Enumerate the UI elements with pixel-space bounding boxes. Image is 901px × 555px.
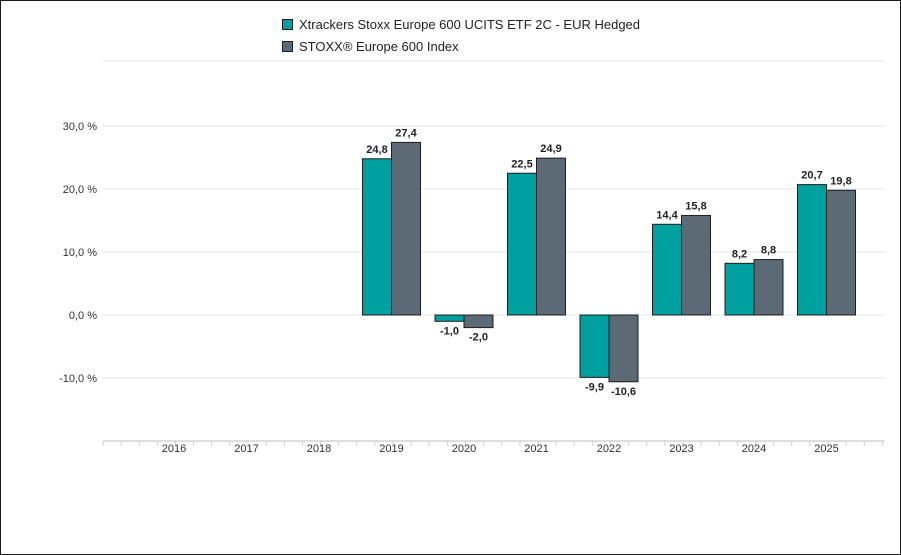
legend-swatch-index (282, 40, 293, 52)
x-tick-label: 2022 (597, 443, 621, 455)
bar (579, 314, 610, 378)
data-label: 8,8 (761, 245, 776, 257)
x-tick-label: 2019 (379, 443, 403, 455)
legend-label-index: STOXX® Europe 600 Index (299, 38, 459, 54)
bar (507, 172, 537, 316)
bar (434, 314, 465, 322)
bar (724, 262, 755, 316)
data-label: -1,0 (440, 325, 459, 337)
data-label: 19,8 (830, 175, 851, 187)
legend-item-index[interactable]: STOXX® Europe 600 Index (282, 36, 640, 56)
bar (797, 184, 827, 316)
bar (753, 259, 784, 316)
bar (826, 189, 856, 316)
data-label: -9,9 (585, 381, 604, 393)
data-label: 8,2 (732, 248, 747, 260)
data-label: 27,4 (395, 127, 417, 139)
data-label: 22,5 (511, 158, 532, 170)
bar (652, 223, 682, 316)
x-tick-label: 2024 (742, 443, 766, 455)
legend-swatch-etf (282, 18, 293, 30)
x-tick-label: 2021 (524, 443, 548, 455)
legend: Xtrackers Stoxx Europe 600 UCITS ETF 2C … (282, 14, 640, 58)
x-tick-label: 2016 (162, 443, 186, 455)
x-tick-label: 2020 (452, 443, 476, 455)
y-tick-label: 20,0 % (63, 184, 97, 196)
data-label: 15,8 (685, 200, 706, 212)
legend-item-etf[interactable]: Xtrackers Stoxx Europe 600 UCITS ETF 2C … (282, 14, 640, 34)
data-label: -2,0 (469, 332, 488, 344)
data-label: -10,6 (611, 386, 636, 398)
bar (681, 214, 711, 316)
bar (362, 158, 392, 316)
bar (536, 157, 566, 316)
data-label: 24,8 (366, 144, 387, 156)
bar (463, 314, 494, 329)
y-tick-label: 10,0 % (63, 247, 97, 259)
bar (391, 141, 421, 316)
bar (608, 314, 639, 383)
x-tick-label: 2018 (307, 443, 331, 455)
y-tick-label: 0,0 % (69, 310, 97, 322)
data-label: 24,9 (540, 143, 561, 155)
y-tick-label: 30,0 % (63, 121, 97, 133)
data-label: 14,4 (656, 209, 678, 221)
legend-label-etf: Xtrackers Stoxx Europe 600 UCITS ETF 2C … (299, 16, 641, 32)
y-tick-label: -10,0 % (59, 373, 97, 385)
x-tick-label: 2025 (814, 443, 838, 455)
data-label: 20,7 (801, 170, 822, 182)
x-tick-label: 2023 (669, 443, 693, 455)
x-tick-label: 2017 (234, 443, 258, 455)
